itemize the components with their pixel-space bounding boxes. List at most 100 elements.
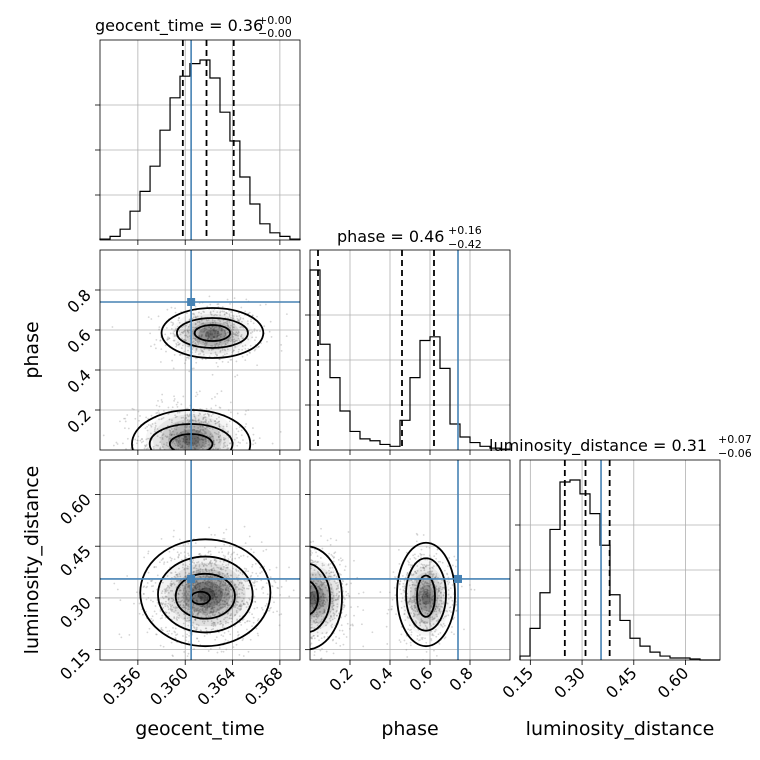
sample-point xyxy=(306,630,308,632)
sample-point xyxy=(149,332,151,335)
sample-point xyxy=(303,629,305,631)
sample-point xyxy=(313,650,316,653)
sample-point xyxy=(307,584,309,586)
sample-point xyxy=(218,327,221,330)
sample-point xyxy=(225,343,227,346)
sample-point xyxy=(231,567,234,570)
sample-point xyxy=(169,463,171,465)
sample-point xyxy=(164,592,166,594)
sample-point xyxy=(184,581,187,583)
sample-point xyxy=(221,594,223,596)
sample-point xyxy=(222,611,224,614)
sample-point xyxy=(227,409,230,412)
sample-point xyxy=(313,627,316,629)
sample-point xyxy=(188,454,190,456)
sample-point xyxy=(175,475,177,477)
sample-point xyxy=(242,618,245,621)
sample-point xyxy=(455,603,458,606)
sample-point xyxy=(213,445,215,448)
sample-point xyxy=(216,566,219,569)
sample-point xyxy=(196,315,199,318)
sample-point xyxy=(301,602,303,604)
sample-point xyxy=(397,548,400,551)
sample-point xyxy=(323,611,326,613)
sample-point xyxy=(202,416,205,419)
sample-point xyxy=(215,361,218,364)
sample-point xyxy=(421,587,424,589)
sample-point xyxy=(294,603,296,605)
sample-point xyxy=(211,333,214,336)
x-tick-label-phase: 0.4 xyxy=(365,663,396,694)
y-tick-label-phase: 0.2 xyxy=(63,405,94,436)
sample-point xyxy=(223,631,226,634)
sample-point xyxy=(243,587,245,590)
sample-point xyxy=(207,413,210,416)
sample-point xyxy=(201,349,204,352)
sample-point xyxy=(319,583,322,586)
sample-point xyxy=(161,438,164,441)
sample-point xyxy=(269,607,271,610)
sample-point xyxy=(175,634,177,636)
sample-point xyxy=(329,619,332,622)
sample-point xyxy=(203,416,206,419)
sample-point xyxy=(236,603,239,606)
sample-point xyxy=(290,602,292,604)
sample-point xyxy=(206,305,209,308)
sample-point xyxy=(167,632,170,635)
sample-point xyxy=(322,603,325,606)
sample-point xyxy=(170,572,173,574)
sample-point xyxy=(311,605,314,608)
sample-point xyxy=(187,473,189,475)
sample-point xyxy=(126,575,129,577)
sample-point xyxy=(212,328,215,331)
sample-point xyxy=(333,574,335,577)
sample-point xyxy=(234,604,237,607)
sample-point xyxy=(217,579,220,582)
sample-point xyxy=(237,574,240,577)
sample-point xyxy=(160,418,163,421)
sample-point xyxy=(449,606,452,609)
sample-point xyxy=(312,574,314,576)
sample-point xyxy=(200,468,202,470)
sample-point xyxy=(204,342,207,344)
sample-point xyxy=(283,569,285,571)
sample-point xyxy=(167,474,169,476)
sample-point xyxy=(408,584,411,587)
sample-point xyxy=(156,411,159,414)
sample-point xyxy=(209,330,212,333)
sample-point xyxy=(199,571,202,574)
sample-point xyxy=(213,443,216,446)
sample-point xyxy=(210,628,213,631)
sample-point xyxy=(233,584,236,587)
sample-point xyxy=(216,618,219,621)
sample-point xyxy=(320,588,322,591)
sample-point xyxy=(166,337,169,340)
sample-point xyxy=(409,598,412,601)
density-level xyxy=(197,587,216,602)
sample-point xyxy=(254,562,257,565)
sample-point xyxy=(194,323,197,326)
sample-point xyxy=(218,608,220,611)
sample-point xyxy=(407,560,410,563)
sample-point xyxy=(211,585,213,588)
sample-point xyxy=(205,454,207,456)
sample-point xyxy=(185,441,188,444)
sample-point xyxy=(165,454,167,456)
sample-point xyxy=(468,584,471,586)
sample-point xyxy=(211,597,213,600)
sample-point xyxy=(434,575,437,578)
sample-point xyxy=(431,595,434,598)
sample-point xyxy=(228,596,231,599)
sample-point xyxy=(418,586,421,589)
sample-point xyxy=(410,600,413,603)
sample-point xyxy=(292,610,294,612)
sample-point xyxy=(428,600,431,603)
sample-point xyxy=(405,642,408,645)
sample-point xyxy=(193,584,196,587)
sample-point xyxy=(142,440,145,443)
sample-point xyxy=(310,594,313,596)
sample-point xyxy=(218,611,220,614)
sample-point xyxy=(332,597,334,599)
sample-point xyxy=(413,600,416,603)
sample-point xyxy=(184,414,187,417)
